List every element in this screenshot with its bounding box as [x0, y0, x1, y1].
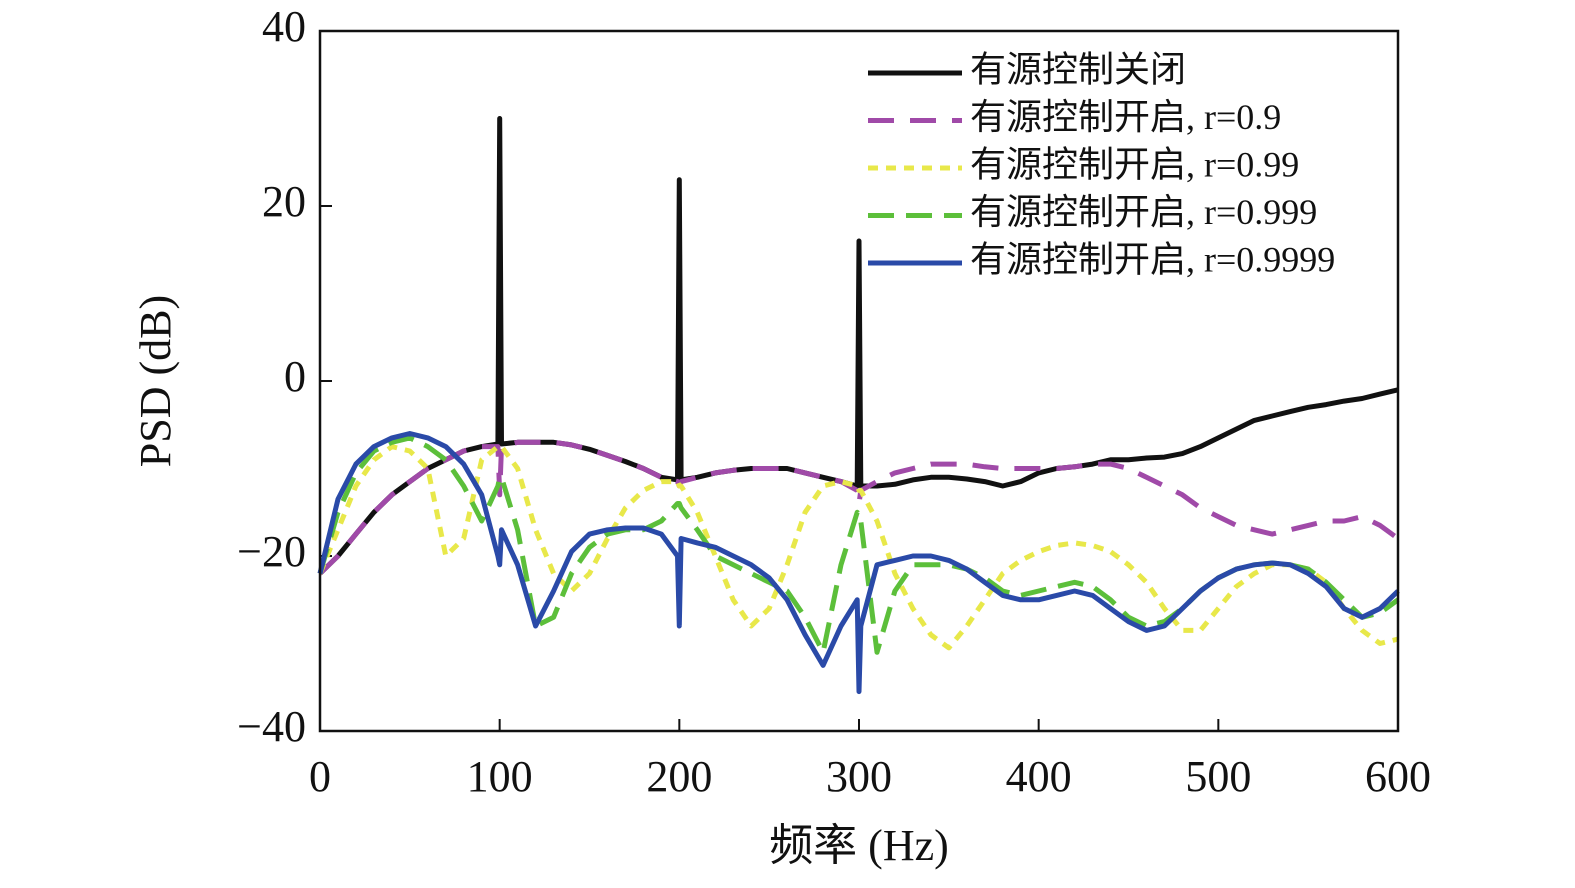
y-axis-label: PSD (dB): [131, 295, 180, 467]
legend-label: 有源控制开启, r=0.99: [970, 144, 1299, 184]
y-tick-label: 20: [262, 177, 306, 226]
x-tick-label: 500: [1185, 752, 1251, 801]
x-tick-label: 0: [309, 752, 331, 801]
x-axis-label: 频率 (Hz): [769, 821, 949, 870]
legend-label: 有源控制开启, r=0.9: [970, 97, 1281, 137]
y-tick-label: 40: [262, 2, 306, 51]
y-tick-label: 0: [284, 352, 306, 401]
y-tick-label: −40: [237, 702, 306, 751]
series-line: [318, 439, 1400, 576]
x-tick-label: 600: [1365, 752, 1431, 801]
x-tick-label: 200: [646, 752, 712, 801]
y-tick-label: −20: [237, 527, 306, 576]
series-line: [318, 116, 1399, 576]
series-line: [317, 431, 1400, 695]
legend-label: 有源控制开启, r=0.999: [970, 192, 1317, 232]
plot-frame: [318, 29, 1400, 733]
x-tick-label: 100: [467, 752, 533, 801]
x-tick-label: 300: [826, 752, 892, 801]
legend-label: 有源控制开启, r=0.9999: [970, 239, 1335, 279]
x-tick-label: 400: [1006, 752, 1072, 801]
legend-label: 有源控制关闭: [970, 49, 1186, 89]
